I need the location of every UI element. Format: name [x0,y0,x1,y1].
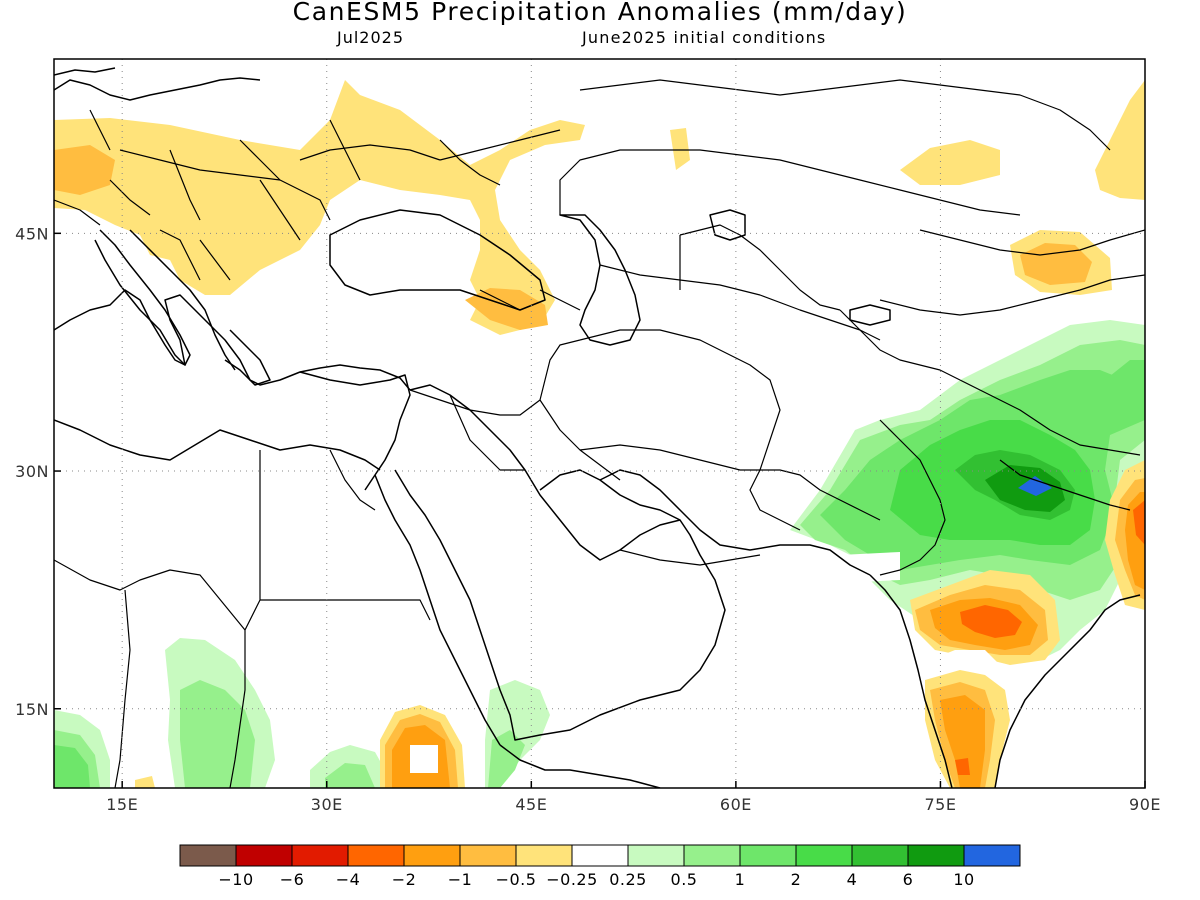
colorbar-label: −1 [448,870,473,889]
colorbar-label: −10 [218,870,253,889]
colorbar-label: 1 [735,870,746,889]
colorbar: −10 −6 −4 −2 −1 −0.5 −0.25 0.25 0.5 1 2 4 6 10 [179,844,1021,889]
colorbar-swatch [627,844,685,867]
colorbar-swatch [179,844,237,867]
colorbar-label: −0.5 [496,870,537,889]
colorbar-label: 10 [953,870,974,889]
lon-tick-label: 75E [924,795,956,814]
colorbar-swatch [795,844,853,867]
map-frame [53,58,1146,789]
ethiopia-dry-anomaly [380,705,465,788]
colorbar-swatch [515,844,573,867]
colorbar-label: 0.25 [609,870,647,889]
colorbar-swatch [235,844,293,867]
central-asia-dry-anomaly [900,80,1145,295]
colorbar-label: 6 [903,870,914,889]
colorbar-label: −0.25 [546,870,598,889]
colorbar-swatch [403,844,461,867]
lon-tick-label: 15E [106,795,138,814]
colorbar-label: 2 [791,870,802,889]
lat-tick-label: 45N [15,224,49,243]
colorbar-label: −2 [392,870,417,889]
colorbar-swatch [347,844,405,867]
figure-title: CanESM5 Precipitation Anomalies (mm/day) [292,0,908,26]
lon-tick-label: 90E [1129,795,1161,814]
africa-wet-anomaly [54,638,550,788]
anomaly-fields [54,80,1145,788]
initial-conditions: June2025 initial conditions [582,28,827,47]
lon-tick-label: 45E [515,795,547,814]
colorbar-swatch [571,844,629,867]
colorbar-label: −6 [280,870,305,889]
colorbar-label: 4 [847,870,858,889]
india-dry-anomaly [910,570,1060,788]
lat-tick-label: 30N [15,462,49,481]
colorbar-swatch [459,844,517,867]
colorbar-swatch [907,844,965,867]
colorbar-swatch [851,844,909,867]
longitude-axis: 15E 30E 45E 60E 75E 90E [106,781,1161,814]
colorbar-swatch [963,844,1021,867]
lat-tick-label: 15N [15,700,49,719]
country-borders [54,79,1145,788]
colorbar-swatch [739,844,797,867]
colorbar-swatch [291,844,349,867]
forecast-month: Jul2025 [337,28,405,47]
south-asia-wet-anomaly [790,320,1145,660]
lon-tick-label: 30E [311,795,343,814]
colorbar-swatch [683,844,741,867]
colorbar-label: −4 [336,870,361,889]
europe-dry-anomaly [54,80,690,335]
latitude-axis: 45N 30N 15N [15,224,61,719]
lon-tick-label: 60E [720,795,752,814]
colorbar-label: 0.5 [671,870,698,889]
